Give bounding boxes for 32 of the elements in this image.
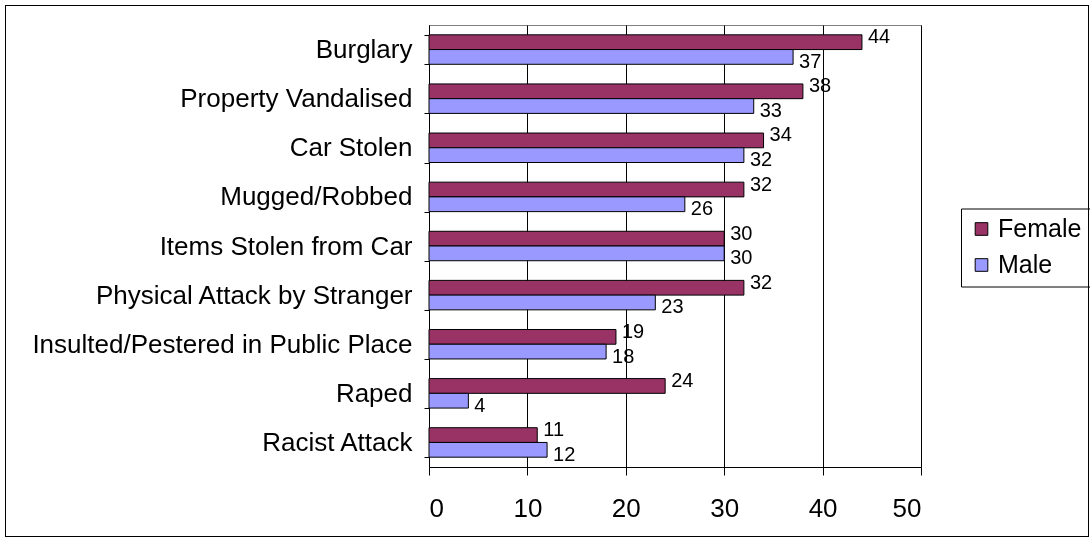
y-tick-label: Burglary — [315, 34, 413, 65]
data-label: 32 — [749, 148, 773, 171]
data-label: 30 — [730, 246, 753, 269]
x-tick-label: 0 — [429, 492, 444, 523]
data-label: 37 — [799, 49, 822, 72]
data-label: 12 — [553, 442, 576, 465]
x-tick-label: 10 — [513, 492, 543, 523]
data-label: 23 — [661, 295, 684, 318]
y-tick-label: Items Stolen from Car — [159, 230, 413, 261]
y-tick-label: Mugged/Robbed — [220, 181, 413, 212]
legend-label: Male — [998, 250, 1053, 278]
data-label: 30 — [730, 221, 753, 244]
data-label: 44 — [867, 25, 891, 48]
data-label: 34 — [769, 123, 792, 146]
x-tick-label: 40 — [808, 492, 838, 523]
data-label: 24 — [671, 368, 694, 391]
legend-label: Female — [998, 214, 1082, 242]
x-tick-label: 50 — [892, 492, 922, 523]
y-tick-label: Physical Attack by Stranger — [96, 279, 413, 310]
data-label: 33 — [759, 99, 782, 122]
x-tick-label: 20 — [611, 492, 641, 523]
y-tick-label: Property Vandalised — [180, 83, 413, 114]
y-tick-label: Raped — [335, 377, 413, 408]
y-tick-label: Insulted/Pestered in Public Place — [32, 328, 413, 359]
y-tick-label: Racist Attack — [262, 426, 414, 457]
y-tick-label: Car Stolen — [289, 132, 413, 163]
data-label: 4 — [474, 393, 486, 416]
x-tick-label: 30 — [710, 492, 740, 523]
data-label: 32 — [749, 172, 773, 195]
data-label: 11 — [543, 418, 565, 441]
data-label: 32 — [749, 270, 773, 293]
data-label: 26 — [690, 197, 714, 220]
